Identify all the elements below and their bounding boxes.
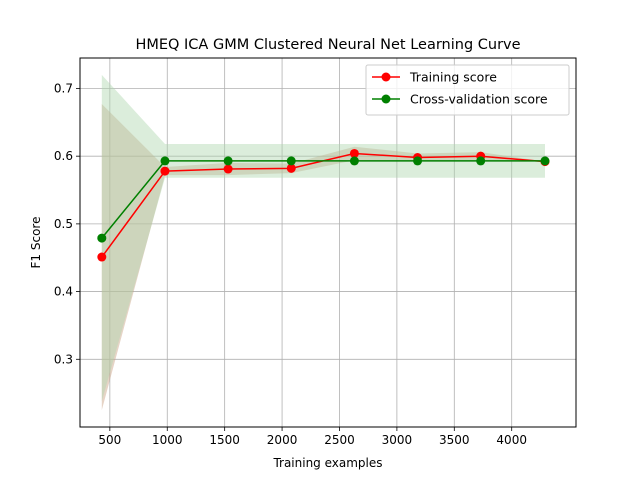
legend-marker-0 xyxy=(381,72,391,82)
data-point-series-0 xyxy=(349,148,359,158)
data-point-series-1 xyxy=(223,156,233,166)
x-tick-label: 2500 xyxy=(324,433,355,447)
plot-frame xyxy=(79,57,577,428)
y-tick-label: 0.7 xyxy=(54,81,73,95)
legend-label-0: Training score xyxy=(409,70,497,85)
x-tick-label: 2000 xyxy=(267,433,298,447)
chart-title: HMEQ ICA GMM Clustered Neural Net Learni… xyxy=(135,37,520,53)
data-point-series-0 xyxy=(223,164,233,174)
data-point-series-1 xyxy=(160,156,170,166)
x-axis-label: Training examples xyxy=(272,456,382,470)
y-tick-label: 0.4 xyxy=(54,285,73,299)
axis-ticks: 500 1000 1500 2000 2500 3000 3500 4000 0.3 0.4 0.5… xyxy=(54,81,527,447)
y-tick-label: 0.5 xyxy=(54,217,73,231)
x-tick-label: 1000 xyxy=(152,433,183,447)
data-point-series-1 xyxy=(97,233,107,243)
x-tick-label: 4000 xyxy=(496,433,527,447)
legend-items: Training score Cross-validation score xyxy=(372,70,548,107)
series-lines xyxy=(101,152,546,258)
data-point-series-1 xyxy=(349,156,359,166)
legend: Training score Cross-validation score xyxy=(365,64,570,116)
legend-marker-1 xyxy=(381,94,391,104)
legend-box xyxy=(365,64,570,116)
legend-label-1: Cross-validation score xyxy=(410,92,548,107)
grid-lines xyxy=(80,58,576,427)
y-tick-label: 0.6 xyxy=(54,149,73,163)
data-point-series-1 xyxy=(413,156,423,166)
data-point-series-0 xyxy=(286,163,296,173)
series-line-1 xyxy=(101,160,545,239)
x-tick-label: 1500 xyxy=(209,433,240,447)
x-tick-label: 500 xyxy=(98,433,121,447)
series-points xyxy=(97,148,550,262)
data-point-series-1 xyxy=(476,156,486,166)
data-point-series-1 xyxy=(540,156,550,166)
data-point-series-0 xyxy=(160,166,170,176)
data-point-series-0 xyxy=(97,252,107,262)
score-band-series-0 xyxy=(101,104,546,411)
y-axis-label: F1 Score xyxy=(29,217,43,269)
x-tick-label: 3000 xyxy=(382,433,413,447)
x-tick-label: 3500 xyxy=(439,433,470,447)
data-point-series-1 xyxy=(286,156,296,166)
y-tick-label: 0.3 xyxy=(54,352,73,366)
